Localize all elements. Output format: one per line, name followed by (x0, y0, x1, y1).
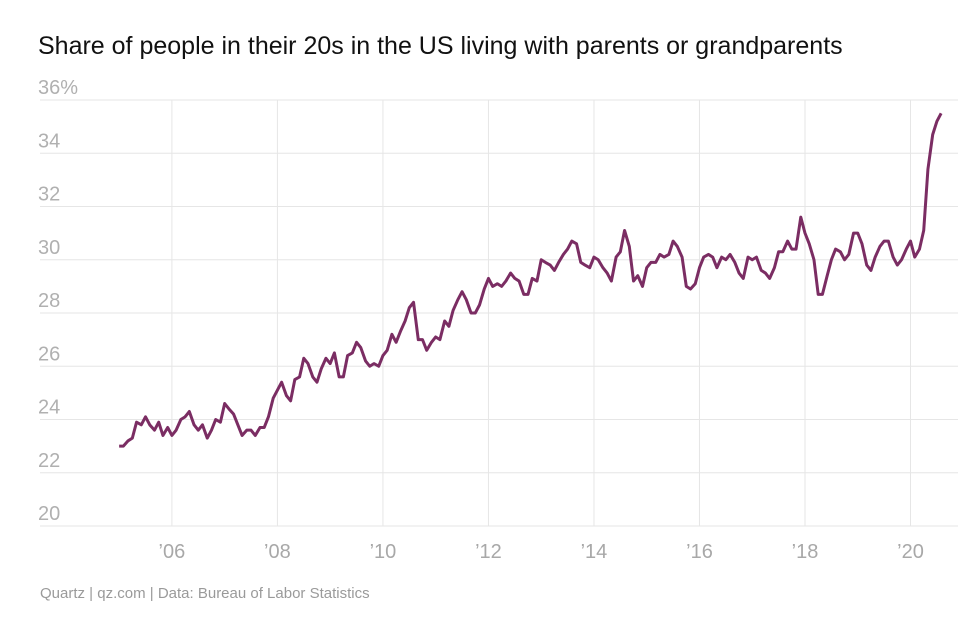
chart-title: Share of people in their 20s in the US l… (38, 32, 843, 60)
y-tick-label: 34 (38, 130, 60, 152)
y-tick-label: 32 (38, 184, 60, 206)
x-tick-label: ’20 (897, 541, 924, 563)
y-tick-label: 30 (38, 237, 60, 259)
source-note: Quartz | qz.com | Data: Bureau of Labor … (40, 585, 370, 602)
x-tick-label: ’18 (792, 541, 819, 563)
x-tick-label: ’10 (370, 541, 397, 563)
y-tick-label: 26 (38, 343, 60, 365)
x-tick-label: ’16 (686, 541, 713, 563)
x-tick-label: ’08 (264, 541, 291, 563)
y-tick-label: 36% (38, 77, 78, 99)
x-tick-label: ’06 (159, 541, 186, 563)
x-tick-label: ’14 (581, 541, 608, 563)
y-tick-label: 28 (38, 290, 60, 312)
y-tick-label: 22 (38, 450, 60, 472)
data-line (119, 112, 943, 448)
y-tick-label: 20 (38, 503, 60, 525)
x-tick-label: ’12 (475, 541, 502, 563)
y-tick-label: 24 (38, 397, 60, 419)
